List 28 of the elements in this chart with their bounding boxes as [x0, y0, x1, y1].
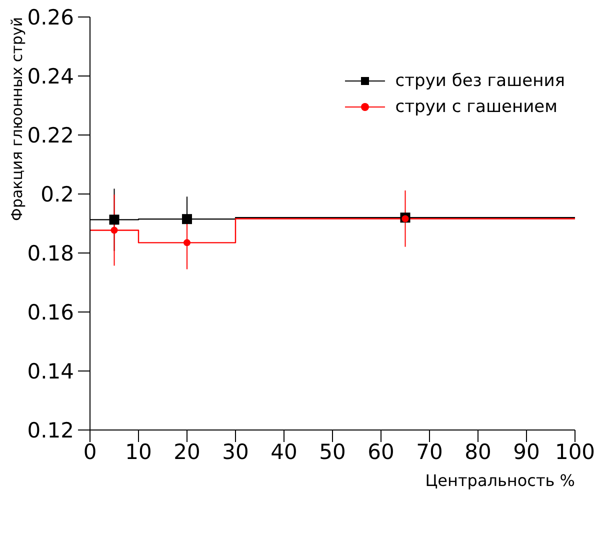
y-tick-label: 0.24 — [27, 64, 74, 88]
x-tick-label: 90 — [513, 440, 540, 464]
x-tick-label: 60 — [368, 440, 394, 464]
x-tick-label: 50 — [319, 440, 346, 464]
x-axis-title: Центральность % — [425, 471, 575, 490]
x-tick-label: 40 — [270, 440, 298, 464]
x-tick-label: 100 — [554, 440, 595, 464]
x-tick-label: 30 — [222, 440, 249, 464]
y-tick-label: 0.18 — [27, 241, 74, 266]
point — [184, 239, 190, 246]
x-tick-label: 20 — [174, 440, 200, 464]
y-axis-title: Фракция глюонных струй — [8, 17, 26, 221]
point — [402, 215, 409, 222]
point — [110, 226, 118, 234]
x-tick-label: 80 — [464, 440, 492, 464]
x-tick-label: 10 — [125, 440, 152, 464]
y-tick-label: 0.12 — [27, 418, 74, 442]
point — [109, 214, 120, 225]
point — [182, 214, 192, 224]
y-tick-label: 0.16 — [27, 300, 74, 324]
y-tick-label: 0.2 — [40, 182, 74, 206]
x-tick-label: 0 — [83, 440, 97, 464]
y-tick-label: 0.22 — [27, 123, 74, 148]
y-tick-label: 0.26 — [27, 5, 74, 30]
legend-label: струи без гашения — [395, 71, 565, 91]
legend-label: струи с гашением — [395, 97, 558, 117]
x-tick-label: 70 — [416, 440, 443, 464]
y-tick-label: 0.14 — [27, 359, 74, 384]
